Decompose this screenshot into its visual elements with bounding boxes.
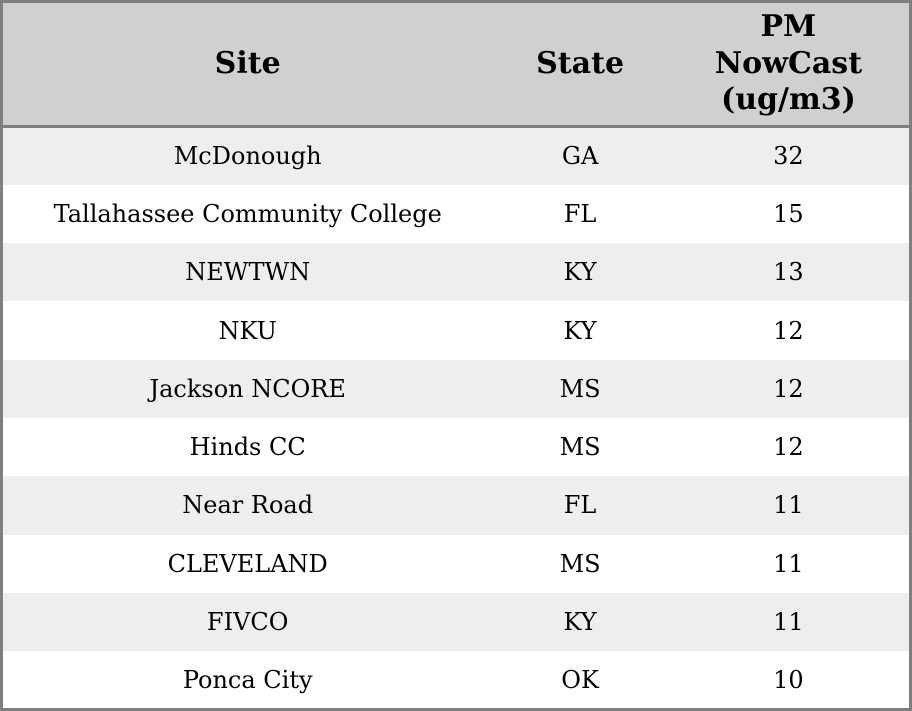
cell-state: MS [559,433,601,462]
cell-pm-nowcast: 13 [773,258,804,287]
table-row: McDonough GA 32 [1,126,911,185]
cell-site: NEWTWN [185,258,311,287]
cell-site: CLEVELAND [167,549,328,578]
header-row: Site State PM NowCast (ug/m3) [1,1,911,128]
table-body: McDonough GA 32 Tallahassee Community Co… [1,126,911,710]
cell-pm-nowcast: 12 [773,316,804,345]
cell-state: FL [563,199,597,228]
column-header-state: State [492,1,668,128]
cell-pm-nowcast: 10 [773,665,804,694]
cell-state: OK [561,665,599,694]
cell-pm-nowcast: 32 [773,142,804,171]
table-row: Jackson NCORE MS 12 [1,359,911,418]
table-row: Near Road FL 11 [1,476,911,535]
cell-pm-nowcast: 11 [773,608,804,637]
table-row: Ponca City OK 10 [1,651,911,710]
table-row: FIVCO KY 11 [1,592,911,652]
cell-site: Near Road [182,491,314,520]
cell-state: GA [561,142,599,171]
table-row: NEWTWN KY 13 [1,243,911,302]
cell-site: FIVCO [206,608,289,637]
cell-pm-nowcast: 12 [773,374,804,403]
cell-site: McDonough [173,142,322,171]
cell-state: KY [563,258,597,287]
table-row: Hinds CC MS 12 [1,417,911,477]
cell-state: MS [559,374,601,403]
table-row: CLEVELAND MS 11 [1,534,911,593]
table-header: Site State PM NowCast (ug/m3) [1,1,911,128]
cell-pm-nowcast: 15 [773,199,804,228]
cell-site: Hinds CC [189,433,306,462]
column-header-site: Site [1,1,493,128]
table-row: NKU KY 12 [1,301,911,360]
cell-pm-nowcast: 12 [773,433,804,462]
column-header-pm-nowcast: PM NowCast (ug/m3) [667,1,911,128]
table-row: Tallahassee Community College FL 15 [1,184,911,244]
cell-site: NKU [218,316,277,345]
cell-site: Jackson NCORE [149,374,346,403]
cell-state: MS [559,549,601,578]
cell-site: Tallahassee Community College [53,199,442,228]
cell-pm-nowcast: 11 [773,549,804,578]
cell-site: Ponca City [182,665,313,694]
cell-state: KY [563,316,597,345]
cell-pm-nowcast: 11 [773,491,804,520]
cell-state: KY [563,608,597,637]
cell-state: FL [563,491,597,520]
